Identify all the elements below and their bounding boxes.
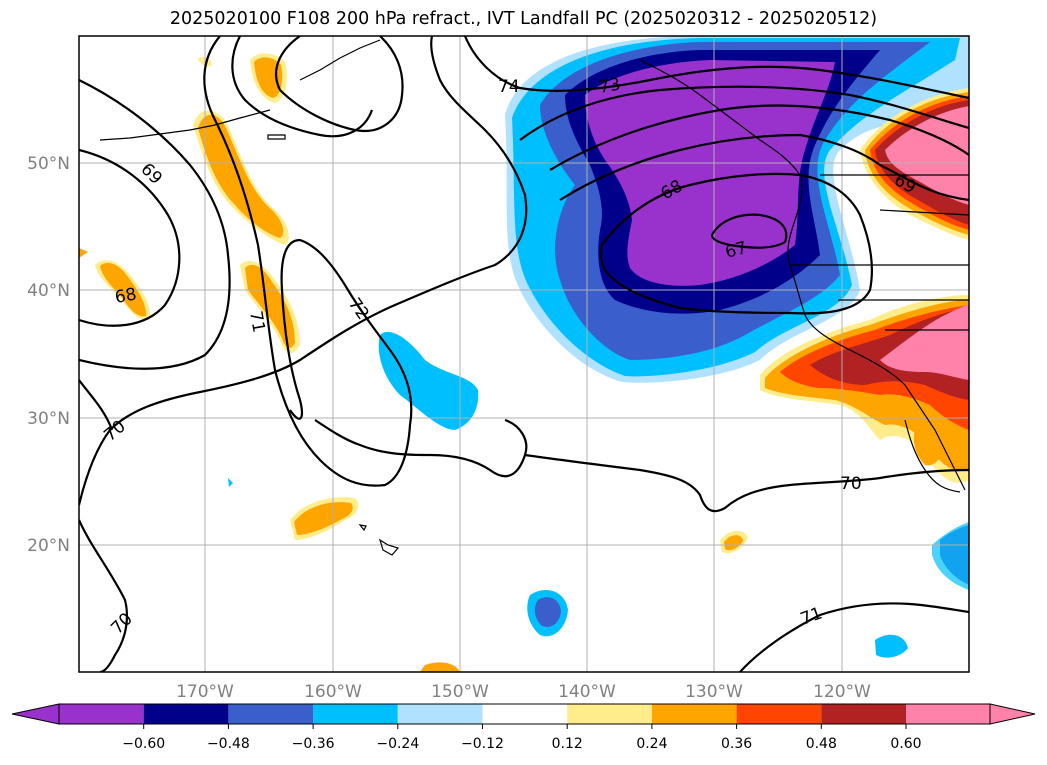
fill-positive-california	[760, 295, 969, 483]
colorbar-tick-label: −0.60	[122, 736, 165, 752]
colorbar-tick-label: 0.48	[806, 736, 837, 752]
colorbar-segment	[906, 704, 991, 724]
lat-tick-label: 30°N	[27, 409, 70, 429]
colorbar-tick-label: 0.12	[552, 736, 583, 752]
colorbar-segment	[143, 704, 229, 724]
colorbar-ticks	[143, 724, 907, 729]
colorbar-tick-label: −0.48	[207, 736, 250, 752]
contour-label: 73	[597, 74, 622, 97]
lon-tick-label: 140°W	[558, 682, 616, 702]
longitude-labels: 170°W 160°W 150°W 140°W 130°W 120°W	[176, 682, 871, 702]
colorbar-tick-label: 0.60	[890, 736, 921, 752]
colorbar-segment	[228, 704, 314, 724]
contour-label: 74	[498, 77, 520, 97]
lon-tick-label: 130°W	[685, 682, 743, 702]
colorbar-segment	[821, 704, 906, 724]
colorbar-tick-label: 0.36	[721, 736, 752, 752]
colorbar-arrow-low	[11, 703, 60, 725]
latitude-labels: 50°N 40°N 30°N 20°N	[27, 154, 70, 556]
colorbar-arrow-high	[989, 703, 1036, 725]
colorbar-segment	[651, 704, 737, 724]
lon-tick-label: 120°W	[813, 682, 871, 702]
colorbar-segment	[482, 704, 568, 724]
contour-label: 70	[840, 474, 862, 494]
fill-negative-northwest	[505, 36, 969, 590]
colorbar-segment	[567, 704, 652, 724]
lon-tick-label: 170°W	[176, 682, 234, 702]
colorbar-segment	[313, 704, 398, 724]
coastlines	[99, 39, 969, 556]
colorbar-segment	[59, 704, 144, 724]
lat-tick-label: 20°N	[27, 536, 70, 556]
map-panel: 74 73 69 68 67 72 71 68 69 70 70 70 71	[79, 36, 969, 672]
lon-tick-label: 160°W	[304, 682, 362, 702]
lat-tick-label: 50°N	[27, 154, 70, 174]
map-frame	[78, 35, 970, 673]
map-title: 2025020100 F108 200 hPa refract., IVT La…	[169, 9, 878, 29]
colorbar-segment	[736, 704, 822, 724]
contour-label: 68	[113, 284, 138, 307]
contour-label: 71	[245, 309, 268, 334]
colorbar-tick-label: 0.24	[636, 736, 667, 752]
contours	[79, 36, 969, 672]
colorbar-tick-label: −0.24	[376, 736, 419, 752]
colorbar-segment	[397, 704, 483, 724]
lat-tick-label: 40°N	[27, 281, 70, 301]
fill-negative-central-pacific	[228, 331, 908, 658]
lon-tick-label: 150°W	[431, 682, 489, 702]
colorbar-tick-labels: −0.60 −0.48 −0.36 −0.24 −0.12 0.12 0.24 …	[122, 736, 921, 752]
colorbar-tick-label: −0.36	[292, 736, 335, 752]
colorbar-tick-label: −0.12	[461, 736, 504, 752]
colorbar: −0.60 −0.48 −0.36 −0.24 −0.12 0.12 0.24 …	[11, 703, 1036, 752]
